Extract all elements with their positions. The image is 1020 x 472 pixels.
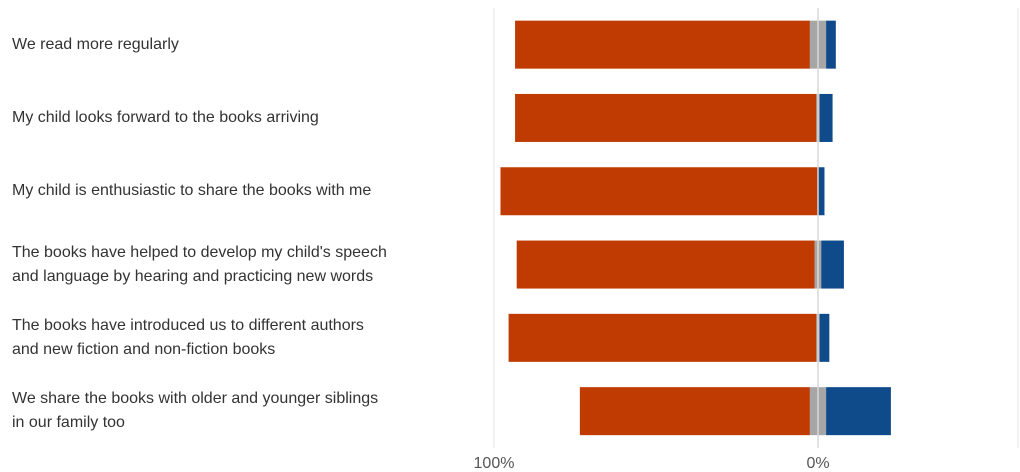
category-labels: We read more regularly My child looks for… (0, 0, 470, 472)
bar-left (515, 20, 810, 69)
bar-right (826, 20, 836, 69)
bar-right (826, 387, 891, 436)
bar-right (818, 167, 825, 216)
category-label: The books have helped to develop my chil… (12, 239, 462, 291)
bar-left (500, 167, 818, 216)
category-label: My child looks forward to the books arri… (12, 92, 462, 144)
bar-right (819, 313, 830, 362)
x-tick-label: 100% (474, 455, 515, 472)
category-label-line: and new fiction and non-fiction books (12, 340, 276, 358)
category-label-line: We share the books with older and younge… (12, 390, 379, 408)
category-label: We read more regularly (12, 19, 462, 71)
category-label-line: The books have introduced us to differen… (12, 316, 364, 334)
category-label-line: in our family too (12, 414, 125, 432)
bar-left (579, 387, 810, 436)
bar-left (515, 93, 817, 142)
category-label-line: The books have helped to develop my chil… (12, 243, 387, 261)
category-label-line: My child looks forward to the books arri… (12, 108, 319, 126)
category-label-line: My child is enthusiastic to share the bo… (12, 182, 372, 200)
category-label: The books have introduced us to differen… (12, 312, 462, 364)
bar-right (821, 240, 844, 289)
bar-left (516, 240, 815, 289)
bar-left (508, 313, 817, 362)
category-label: My child is enthusiastic to share the bo… (12, 165, 462, 217)
category-label: We share the books with older and younge… (12, 385, 462, 437)
category-label-line: We read more regularly (12, 35, 179, 53)
category-label-line: and language by hearing and practicing n… (12, 267, 374, 285)
bar-right (819, 93, 833, 142)
x-tick-label: 0% (806, 455, 829, 472)
